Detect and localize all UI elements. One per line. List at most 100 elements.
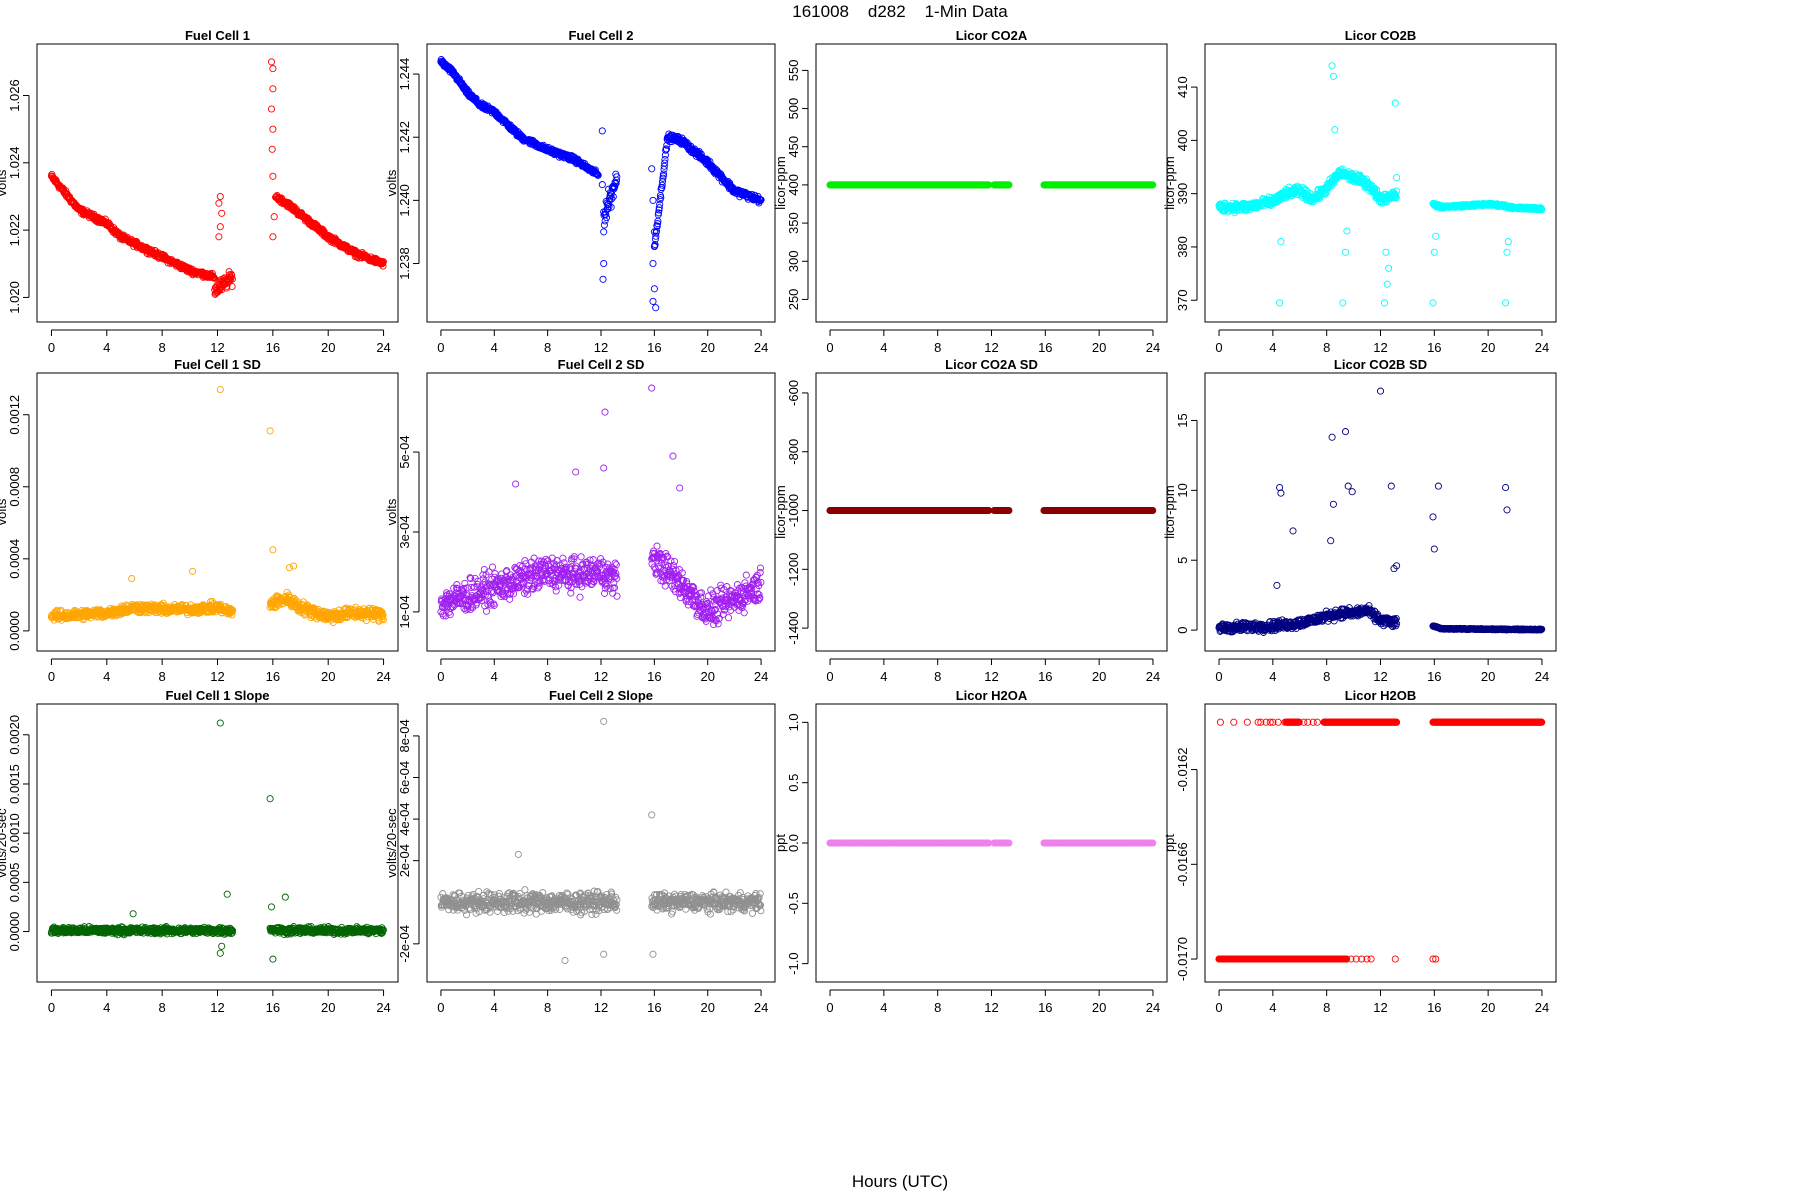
y-tick-label: 550 xyxy=(786,60,801,82)
data-point xyxy=(488,563,497,571)
data-point xyxy=(669,452,677,460)
data-point xyxy=(482,607,491,615)
plot-frame xyxy=(1204,43,1557,323)
y-tick-label: 1e-04 xyxy=(397,595,412,628)
panel-title: Fuel Cell 2 SD xyxy=(558,357,645,372)
data-point xyxy=(1432,232,1440,240)
x-tick-label: 0 xyxy=(48,669,55,684)
data-point xyxy=(379,258,387,266)
data-point xyxy=(606,197,614,205)
x-tick-label: 20 xyxy=(321,340,335,355)
x-tick-label: 4 xyxy=(103,340,110,355)
data-point xyxy=(269,65,277,73)
data-point xyxy=(269,546,277,554)
x-tick-label: 16 xyxy=(1038,340,1052,355)
y-tick-label: 5e-04 xyxy=(397,435,412,468)
y-tick-label: 0.0012 xyxy=(7,395,22,435)
data-points xyxy=(437,56,765,312)
data-point xyxy=(1393,174,1401,182)
data-point xyxy=(648,384,656,392)
data-point xyxy=(602,214,611,222)
data-point xyxy=(611,183,619,191)
data-point xyxy=(379,258,387,266)
y-axis-label: volts xyxy=(384,169,399,196)
panel-title: Fuel Cell 2 xyxy=(568,28,633,43)
data-point xyxy=(655,209,663,217)
x-tick-label: 0 xyxy=(48,340,55,355)
data-point xyxy=(285,564,294,572)
data-point xyxy=(268,145,276,153)
y-tick-label: 400 xyxy=(1175,130,1190,152)
y-tick-label: 370 xyxy=(1175,289,1190,311)
x-tick-label: 24 xyxy=(754,340,768,355)
x-tick-label: 20 xyxy=(1481,340,1495,355)
data-point xyxy=(658,178,667,186)
data-point xyxy=(655,204,663,212)
x-tick-label: 8 xyxy=(1323,340,1330,355)
data-point xyxy=(216,223,224,231)
x-tick-label: 16 xyxy=(1427,340,1441,355)
y-tick-label: 1.240 xyxy=(397,184,412,217)
data-points xyxy=(437,384,765,629)
figure-title: 161008 d282 1-Min Data xyxy=(792,2,1008,21)
data-point xyxy=(660,162,668,170)
x-tick-label: 24 xyxy=(754,669,768,684)
y-tick-label: 250 xyxy=(786,289,801,311)
data-point xyxy=(724,177,732,185)
data-point xyxy=(652,304,660,312)
data-point xyxy=(649,297,657,305)
x-tick-label: 4 xyxy=(880,340,887,355)
data-point xyxy=(649,196,657,204)
x-tick-label: 24 xyxy=(1146,340,1160,355)
data-point xyxy=(657,193,665,202)
data-point xyxy=(1329,72,1337,80)
data-point xyxy=(216,192,224,201)
panel-6: Fuel Cell 2 SD0 4 8 12 16 20 241e-043e-045e-04… xyxy=(384,357,776,684)
data-point xyxy=(1339,299,1347,307)
data-point xyxy=(662,145,671,153)
data-point xyxy=(216,286,224,294)
x-tick-label: 8 xyxy=(544,669,551,684)
data-point xyxy=(756,564,765,572)
x-tick-label: 20 xyxy=(700,669,714,684)
data-point xyxy=(267,105,276,113)
panel-title: Licor CO2A xyxy=(956,28,1028,43)
data-point xyxy=(609,193,617,201)
data-point xyxy=(216,385,224,394)
data-point xyxy=(1382,248,1390,256)
panel-2: Fuel Cell 20 4 8 12 16 20 241.2381.2401.2421.2… xyxy=(384,28,776,355)
x-tick-label: 24 xyxy=(376,340,390,355)
y-axis-label: volts xyxy=(0,169,9,196)
data-point xyxy=(594,171,602,179)
x-tick-label: 12 xyxy=(210,669,224,684)
data-point xyxy=(661,155,669,164)
data-point xyxy=(270,213,278,221)
data-point xyxy=(267,58,276,66)
plot-frame xyxy=(426,43,776,323)
y-tick-label: 1.026 xyxy=(7,79,22,112)
y-tick-label: 1.024 xyxy=(7,147,22,180)
x-tick-label: 8 xyxy=(544,340,551,355)
data-point xyxy=(600,221,608,229)
data-point xyxy=(1276,299,1284,307)
data-point xyxy=(648,165,656,173)
data-point xyxy=(658,181,666,189)
y-tick-label: 1.242 xyxy=(397,121,412,154)
y-tick-label: 350 xyxy=(786,212,801,234)
data-point xyxy=(598,127,606,135)
x-tick-label: 12 xyxy=(984,340,998,355)
data-point xyxy=(651,240,659,249)
x-tick-label: 16 xyxy=(266,669,280,684)
data-point xyxy=(608,195,616,203)
panel-title: Licor CO2B xyxy=(1345,28,1417,43)
data-point xyxy=(1331,126,1339,134)
data-point xyxy=(1502,299,1510,307)
data-point xyxy=(670,557,679,566)
data-point xyxy=(1328,62,1336,70)
data-point xyxy=(1504,238,1512,246)
y-tick-label: 450 xyxy=(786,136,801,158)
data-point xyxy=(1429,299,1437,307)
data-point xyxy=(613,173,621,181)
